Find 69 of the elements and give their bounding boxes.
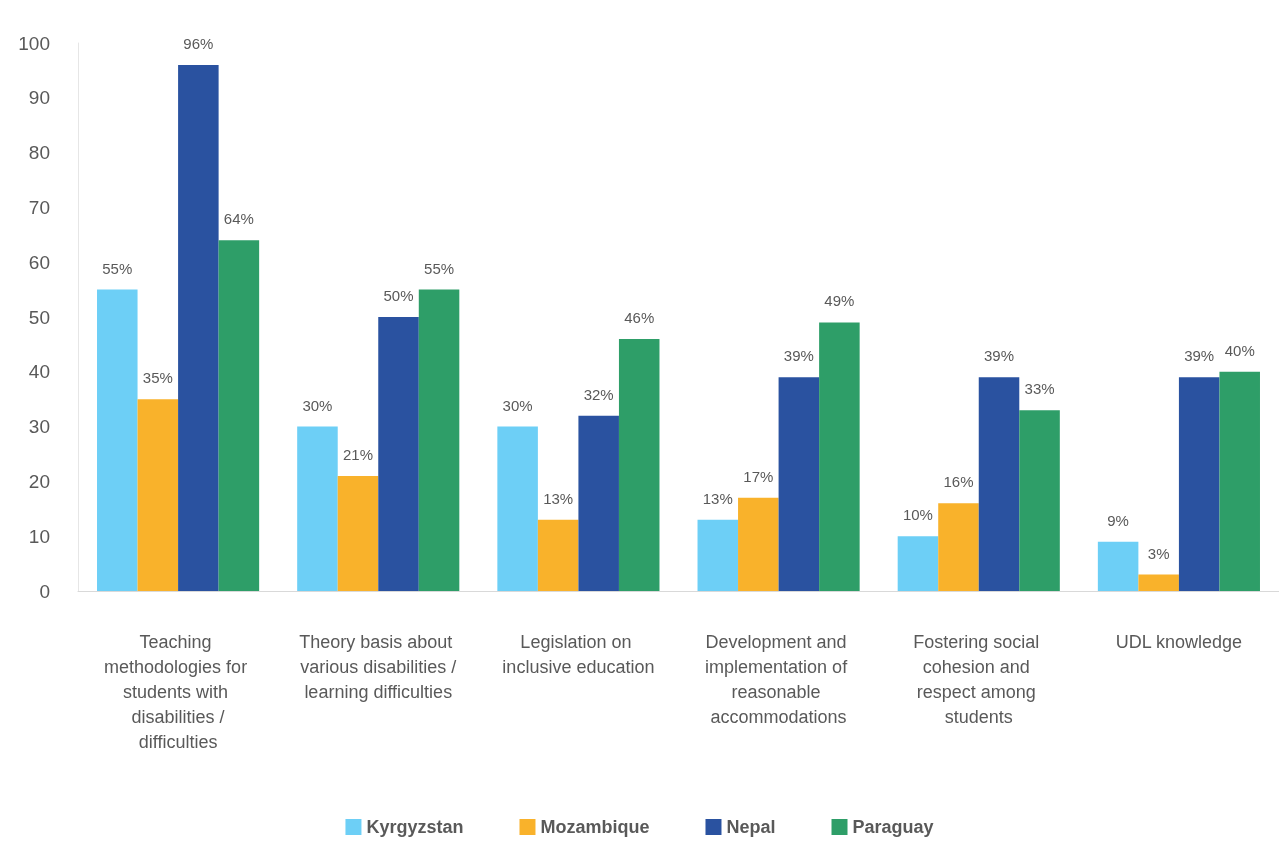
data-label: 35% xyxy=(142,369,173,387)
data-label: 32% xyxy=(583,385,614,403)
y-tick-label: 0 xyxy=(39,580,50,602)
bar xyxy=(897,536,939,591)
data-label: 10% xyxy=(902,506,933,524)
data-label: 16% xyxy=(943,473,974,491)
bar xyxy=(137,399,179,591)
data-label: 13% xyxy=(702,489,733,507)
y-tick-label: 100 xyxy=(18,32,50,54)
y-tick-label: 20 xyxy=(28,470,50,492)
bar xyxy=(178,64,219,591)
bar xyxy=(938,503,979,591)
bar xyxy=(1019,410,1060,591)
data-label: 55% xyxy=(102,259,133,277)
data-label: 3% xyxy=(1147,544,1170,562)
bar xyxy=(418,289,460,591)
data-label: 40% xyxy=(1224,341,1255,359)
data-label: 33% xyxy=(1024,380,1055,398)
bar xyxy=(378,317,419,591)
bar xyxy=(337,475,379,591)
bar xyxy=(97,289,138,591)
x-tick-label: Fostering social cohesion and respect among students xyxy=(913,631,1045,727)
bar xyxy=(738,497,779,591)
data-label: 39% xyxy=(1184,347,1215,365)
y-tick-label: 80 xyxy=(28,142,50,164)
legend-label: Nepal xyxy=(726,817,776,837)
bar xyxy=(1097,541,1139,591)
data-label: 50% xyxy=(383,287,414,304)
bar xyxy=(697,519,739,591)
bar xyxy=(778,377,820,591)
bar xyxy=(819,322,860,591)
bar xyxy=(578,415,619,591)
data-label: 46% xyxy=(624,308,655,326)
bar xyxy=(537,519,579,591)
bar xyxy=(1219,371,1260,591)
data-label: 17% xyxy=(743,467,774,485)
bar xyxy=(218,240,260,591)
bar xyxy=(618,338,660,591)
x-tick-label: UDL knowledge xyxy=(1115,631,1243,652)
y-tick-label: 50 xyxy=(28,306,50,328)
data-label: 39% xyxy=(984,347,1015,365)
data-label: 64% xyxy=(223,210,254,228)
data-label: 30% xyxy=(302,396,333,414)
bar xyxy=(1138,574,1179,591)
y-tick-label: 40 xyxy=(28,361,50,383)
bar xyxy=(978,377,1020,591)
data-label: 39% xyxy=(783,347,814,365)
x-tick-label: Teaching methodologies for students with disabilities /difficulties xyxy=(104,631,253,752)
data-label: 13% xyxy=(543,489,574,507)
y-tick-label: 10 xyxy=(28,525,50,547)
legend-label: Kyrgyzstan xyxy=(366,817,464,837)
x-tick-label: Legislation on inclusive education xyxy=(502,631,655,677)
legend-label: Paraguay xyxy=(852,817,934,837)
bar xyxy=(1178,377,1220,591)
data-label: 49% xyxy=(824,292,855,310)
y-tick-label: 30 xyxy=(28,416,50,438)
data-label: 9% xyxy=(1107,511,1129,529)
y-tick-label: 90 xyxy=(28,87,50,109)
data-label: 21% xyxy=(342,445,373,463)
y-tick-label: 60 xyxy=(28,251,50,273)
bar xyxy=(297,426,338,591)
data-label: 30% xyxy=(502,396,533,414)
y-tick-label: 70 xyxy=(28,196,50,218)
bar xyxy=(497,426,538,591)
x-tick-label: Development and implementation of reasonable accommodations xyxy=(705,631,853,727)
x-tick-label: Theory basis about various disabilities /learning difficulties xyxy=(299,631,458,702)
data-label: 55% xyxy=(424,259,455,277)
legend-label: Mozambique xyxy=(540,817,650,837)
data-label: 96% xyxy=(183,34,214,52)
